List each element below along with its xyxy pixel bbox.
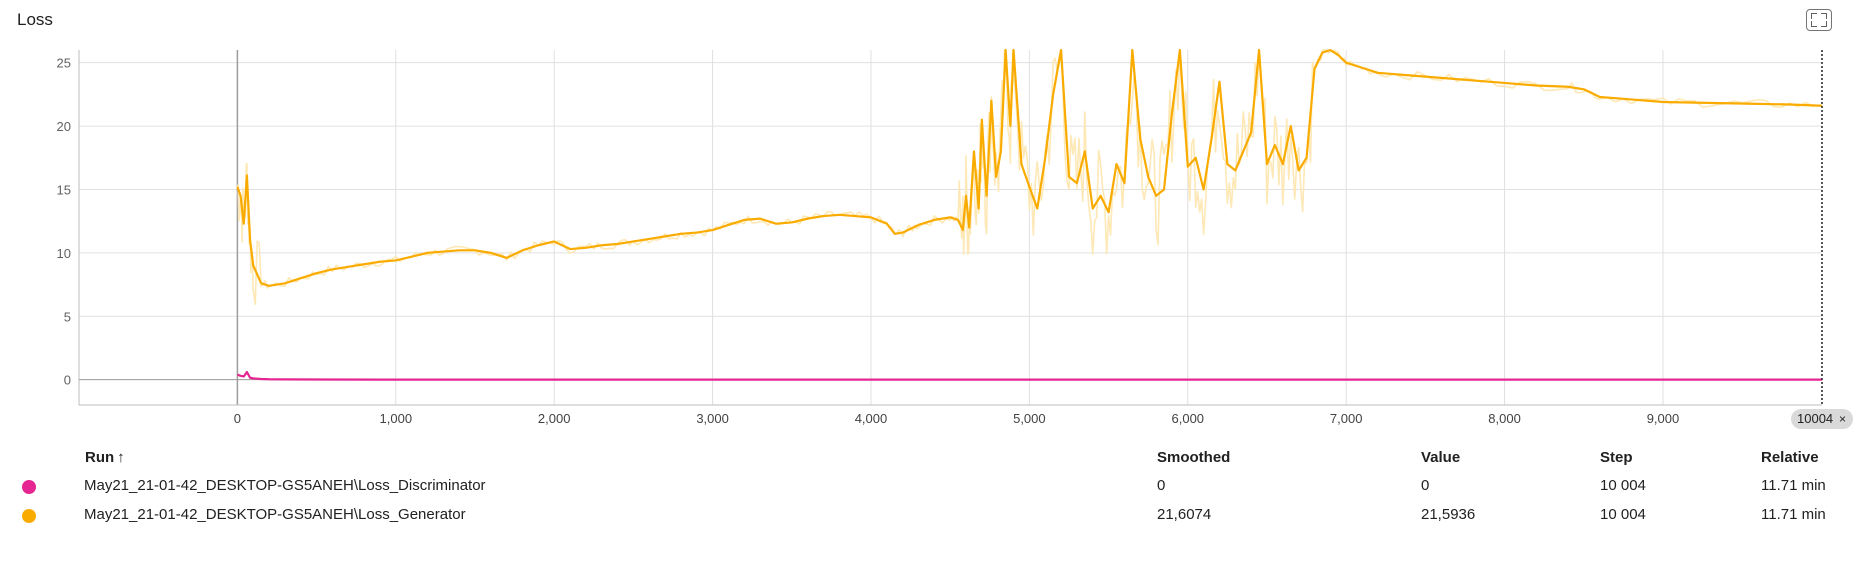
close-icon[interactable]: × bbox=[1838, 412, 1846, 426]
raw-value: 21,5936 bbox=[1421, 506, 1476, 523]
chart-title: Loss bbox=[17, 10, 53, 29]
x-tick-label: 4,000 bbox=[855, 411, 888, 426]
y-tick-label: 0 bbox=[64, 373, 71, 388]
header-value[interactable]: Value bbox=[1421, 449, 1461, 466]
smoothed-value: 21,6074 bbox=[1157, 506, 1212, 523]
x-tick-label: 1,000 bbox=[380, 411, 413, 426]
run-color-dot bbox=[22, 509, 36, 523]
smoothed-value: 0 bbox=[1157, 477, 1166, 494]
generator-line bbox=[236, 48, 1823, 287]
sort-arrow-icon[interactable]: ↑ bbox=[117, 449, 125, 466]
tick-labels: 0 5 10 15 20 25 0 1,000 2,000 3,000 4,000 5,000 6,00… bbox=[57, 56, 1680, 426]
header-smoothed[interactable]: Smoothed bbox=[1157, 449, 1231, 466]
loss-chart[interactable]: 0 5 10 15 20 25 0 1,000 2,000 3,000 4,000 5,000 6,00… bbox=[0, 0, 1855, 440]
header-step[interactable]: Step bbox=[1600, 449, 1633, 466]
x-tick-label: 6,000 bbox=[1172, 411, 1205, 426]
x-tick-label: 7,000 bbox=[1330, 411, 1363, 426]
raw-value: 0 bbox=[1421, 477, 1430, 494]
run-color-dot bbox=[22, 480, 36, 494]
relative-value: 11.71 min bbox=[1761, 506, 1826, 523]
step-marker-badge[interactable]: 10004 × bbox=[1791, 409, 1853, 429]
relative-value: 11.71 min bbox=[1761, 477, 1826, 494]
run-name: May21_21-01-42_DESKTOP-GS5ANEH\Loss_Disc… bbox=[84, 477, 486, 494]
discriminator-line bbox=[236, 370, 1822, 381]
y-tick-label: 10 bbox=[57, 246, 71, 261]
step-value: 10 004 bbox=[1600, 506, 1646, 523]
header-relative[interactable]: Relative bbox=[1761, 449, 1819, 466]
fullscreen-icon[interactable] bbox=[1806, 9, 1832, 31]
step-value: 10 004 bbox=[1600, 477, 1646, 494]
y-tick-label: 25 bbox=[57, 56, 71, 71]
x-tick-label: 9,000 bbox=[1647, 411, 1680, 426]
run-name: May21_21-01-42_DESKTOP-GS5ANEH\Loss_Gene… bbox=[84, 506, 466, 523]
x-tick-label: 3,000 bbox=[696, 411, 729, 426]
table-row[interactable]: May21_21-01-42_DESKTOP-GS5ANEH\Loss_Disc… bbox=[0, 474, 1855, 500]
chart-grid bbox=[79, 50, 1822, 405]
y-tick-label: 15 bbox=[57, 182, 71, 197]
y-tick-label: 5 bbox=[64, 309, 71, 324]
x-tick-label: 2,000 bbox=[538, 411, 571, 426]
header-run[interactable]: Run ↑ bbox=[85, 449, 125, 466]
y-tick-label: 20 bbox=[57, 119, 71, 134]
smoothed-series bbox=[236, 48, 1823, 381]
chart-axes bbox=[78, 50, 1822, 406]
step-marker-label: 10004 bbox=[1797, 411, 1834, 426]
table-row[interactable]: May21_21-01-42_DESKTOP-GS5ANEH\Loss_Gene… bbox=[0, 503, 1855, 529]
x-tick-label: 8,000 bbox=[1488, 411, 1521, 426]
x-tick-label: 5,000 bbox=[1013, 411, 1046, 426]
x-tick-label: 0 bbox=[234, 411, 241, 426]
